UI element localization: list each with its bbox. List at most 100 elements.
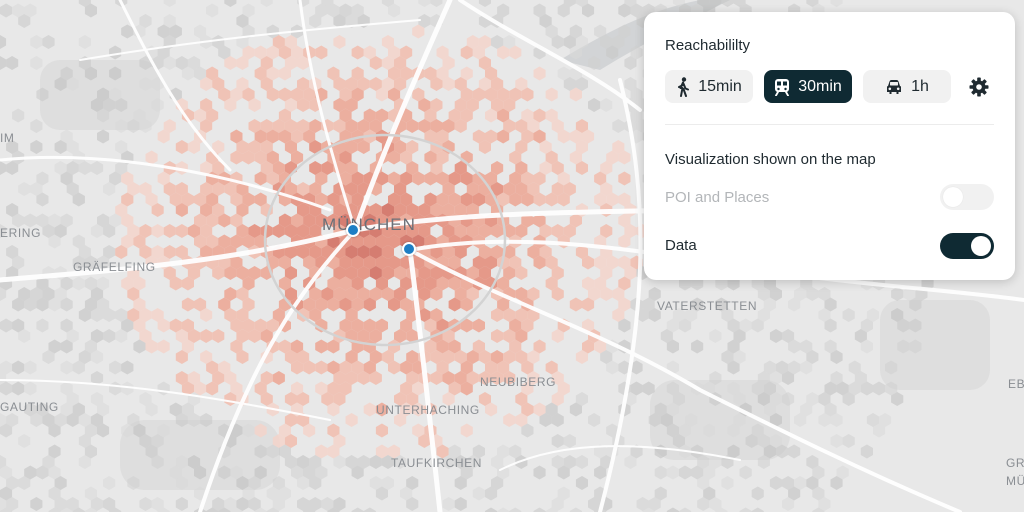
heatmap-cell: [127, 287, 140, 301]
heatmap-cell: [794, 413, 807, 427]
place-label-vaterstetten: VATERSTETTEN: [657, 299, 758, 313]
heatmap-cell: [460, 171, 473, 186]
mode-walk-button[interactable]: 15min: [665, 70, 753, 103]
location-marker-1[interactable]: [346, 223, 360, 237]
heatmap-cell: [72, 234, 85, 249]
heatmap-cell: [551, 497, 564, 511]
heatmap-cell: [157, 381, 170, 396]
heatmap-cell: [103, 98, 116, 112]
heatmap-cell: [345, 161, 358, 175]
heatmap-cell: [24, 465, 37, 480]
mode-car-button[interactable]: 1h: [863, 70, 951, 103]
heatmap-cell: [218, 87, 231, 102]
heatmap-cell: [254, 444, 267, 459]
heatmap-cell: [818, 287, 831, 301]
heatmap-cell: [618, 255, 631, 270]
heatmap-cell: [836, 381, 849, 396]
heatmap-cell: [600, 35, 613, 49]
heatmap-cell: [388, 444, 401, 459]
heatmap-cell: [206, 360, 219, 375]
heatmap-cell: [291, 465, 304, 480]
heatmap-cell: [533, 339, 546, 354]
heatmap-cell: [375, 255, 388, 270]
heatmap-cell: [697, 497, 710, 511]
heatmap-cell: [442, 371, 455, 385]
heatmap-cell: [806, 0, 819, 7]
heatmap-cell: [333, 455, 346, 469]
heatmap-cell: [145, 192, 158, 207]
heatmap-cell: [78, 308, 91, 322]
heatmap-cell: [260, 329, 273, 343]
heatmap-cell: [672, 392, 685, 406]
heatmap-cell: [491, 329, 504, 343]
heatmap-cell: [715, 507, 728, 512]
panel-divider: [665, 124, 994, 125]
heatmap-cell: [284, 119, 297, 133]
location-marker-2[interactable]: [402, 242, 416, 256]
heatmap-cell: [224, 497, 237, 511]
heatmap-cell: [224, 308, 237, 322]
heatmap-cell: [42, 35, 55, 49]
heatmap-cell: [194, 24, 207, 39]
heatmap-cell: [618, 213, 631, 228]
heatmap-cell: [491, 77, 504, 91]
heatmap-cell: [242, 192, 255, 207]
heatmap-cell: [503, 35, 516, 49]
heatmap-cell: [121, 381, 134, 396]
heatmap-cell: [503, 182, 516, 196]
heatmap-cell: [309, 119, 322, 133]
heatmap-cell: [436, 66, 449, 81]
heatmap-cell: [315, 318, 328, 333]
heatmap-cell: [788, 297, 801, 312]
place-label-ering: ERING: [0, 226, 42, 240]
place-label-im: IM: [0, 131, 15, 145]
heatmap-cell: [824, 318, 837, 333]
heatmap-cell: [478, 35, 491, 49]
heatmap-cell: [363, 213, 376, 228]
mode-transit-button[interactable]: 30min: [764, 70, 852, 103]
heatmap-cell: [521, 213, 534, 228]
heatmap-cell: [491, 455, 504, 469]
heatmap-cell: [345, 455, 358, 469]
heatmap-cell: [297, 203, 310, 217]
heatmap-cell: [272, 119, 285, 133]
heatmap-cell: [297, 98, 310, 112]
heatmap-cell: [400, 150, 413, 165]
heatmap-cell: [297, 350, 310, 364]
heatmap-cell: [345, 266, 358, 280]
heatmap-cell: [406, 140, 419, 154]
heatmap-cell: [369, 455, 382, 469]
heatmap-cell: [254, 234, 267, 249]
heatmap-cell: [339, 171, 352, 186]
heatmap-cell: [12, 381, 25, 396]
heatmap-cell: [509, 318, 522, 333]
data-toggle[interactable]: [940, 233, 994, 259]
heatmap-cell: [84, 507, 97, 512]
heatmap-cell: [503, 413, 516, 427]
heatmap-cell: [618, 3, 631, 18]
heatmap-cell: [430, 161, 443, 175]
heatmap-cell: [206, 507, 219, 512]
heatmap-cell: [491, 224, 504, 238]
heatmap-cell: [485, 486, 498, 501]
heatmap-cell: [818, 308, 831, 322]
heatmap-cell: [515, 392, 528, 406]
settings-button[interactable]: [967, 75, 991, 99]
heatmap-cell: [539, 14, 552, 28]
heatmap-cell: [206, 234, 219, 249]
heatmap-cell: [200, 329, 213, 343]
heatmap-cell: [175, 224, 188, 238]
heatmap-cell: [739, 507, 752, 512]
heatmap-cell: [569, 24, 582, 39]
heatmap-cell: [278, 87, 291, 102]
heatmap-cell: [327, 66, 340, 81]
heatmap-cell: [381, 287, 394, 301]
heatmap-cell: [12, 3, 25, 18]
heatmap-cell: [48, 423, 61, 438]
heatmap-cell: [139, 182, 152, 196]
heatmap-cell: [582, 339, 595, 354]
poi-toggle[interactable]: [940, 184, 994, 210]
heatmap-cell: [115, 203, 128, 217]
heatmap-cell: [230, 150, 243, 165]
heatmap-cell: [400, 486, 413, 501]
